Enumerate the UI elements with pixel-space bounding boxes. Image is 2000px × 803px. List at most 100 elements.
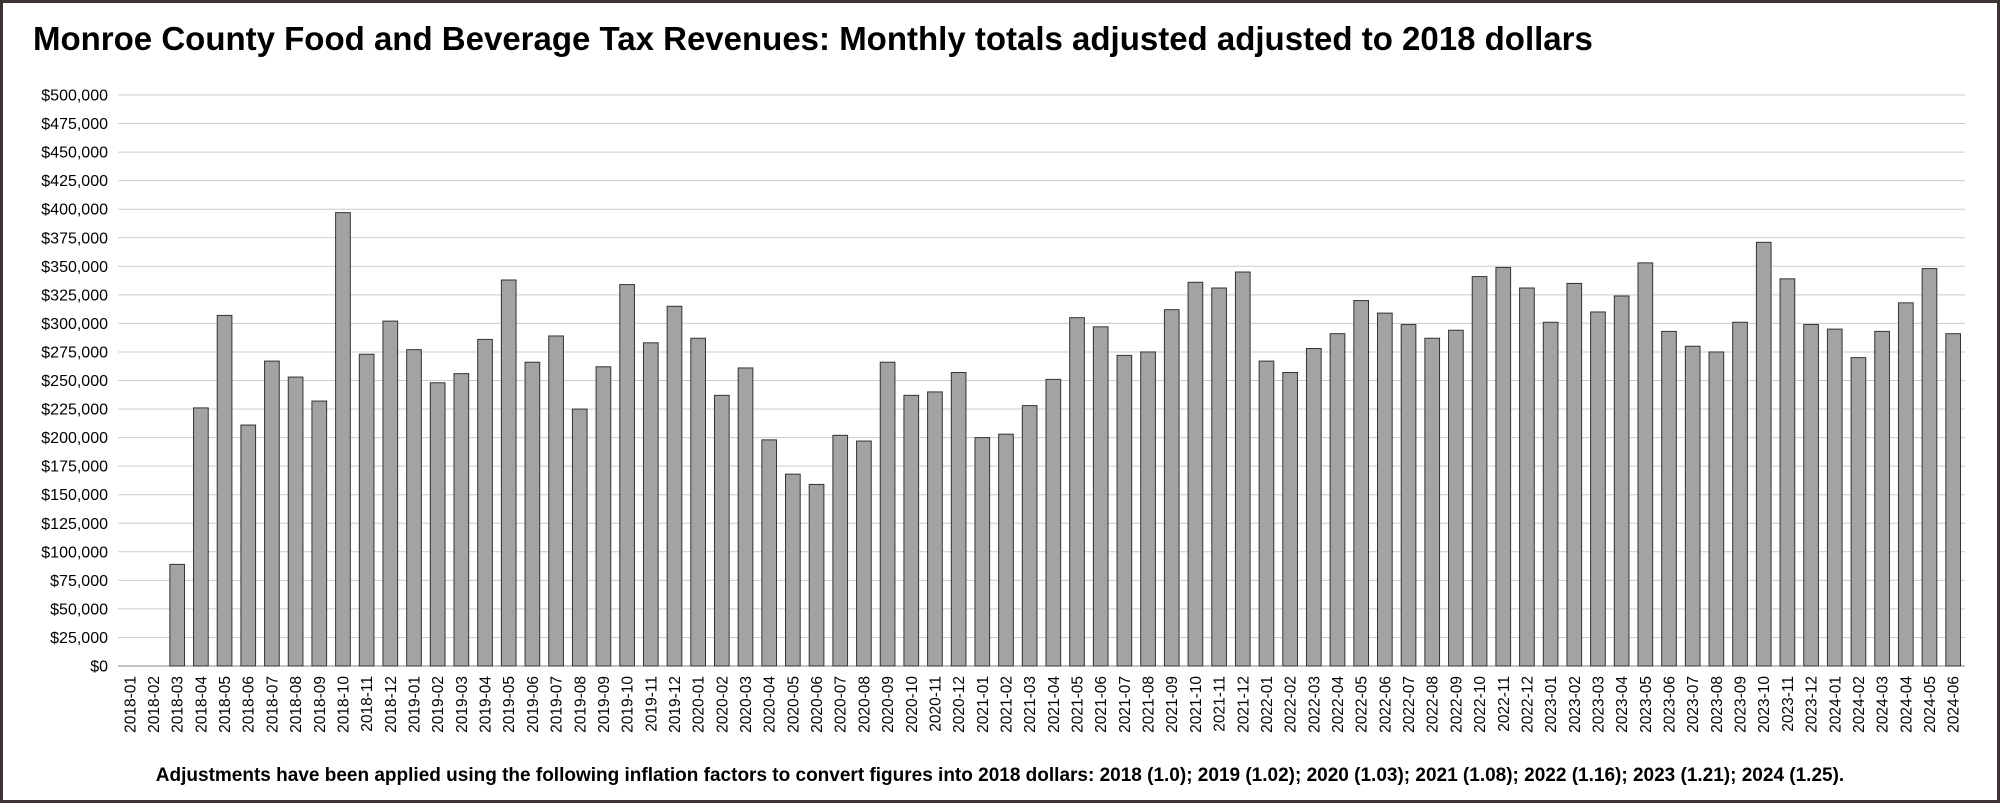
x-tick-label: 2020-06: [809, 676, 826, 733]
y-tick-label: $125,000: [41, 516, 108, 533]
bar: [335, 212, 351, 667]
x-tick-label: 2020-05: [785, 676, 802, 733]
x-tick-label: 2019-06: [525, 676, 542, 733]
bar: [1329, 333, 1346, 667]
x-tick-label: 2019-03: [454, 676, 471, 733]
y-tick-label: $325,000: [41, 287, 108, 304]
bar: [974, 437, 991, 667]
bar: [998, 433, 1014, 667]
bar: [903, 394, 920, 667]
x-tick-label: 2018-02: [146, 676, 163, 733]
x-tick-label: 2019-11: [643, 676, 660, 732]
bar: [382, 320, 399, 667]
bar: [1353, 300, 1370, 667]
bar: [1590, 311, 1606, 667]
x-tick-label: 2020-09: [880, 676, 897, 733]
bar: [264, 360, 280, 667]
bar: [785, 473, 801, 667]
x-tick-label: 2020-03: [738, 676, 755, 733]
x-tick-label: 2023-09: [1733, 676, 1750, 733]
x-tick-label: 2024-02: [1851, 676, 1868, 733]
x-tick-label: 2023-06: [1662, 676, 1679, 733]
bar: [311, 400, 328, 667]
bar: [1732, 321, 1748, 667]
x-tick-label: 2021-05: [1070, 676, 1087, 733]
bar: [1258, 360, 1275, 667]
y-tick-label: $25,000: [50, 630, 108, 647]
bar: [1495, 266, 1512, 667]
bar: [619, 284, 635, 667]
bar: [879, 361, 896, 667]
bar: [1092, 326, 1109, 667]
bar: [358, 353, 375, 667]
bar: [642, 342, 659, 667]
x-tick-label: 2020-12: [951, 676, 968, 733]
x-tick-label: 2024-01: [1827, 676, 1844, 733]
x-tick-label: 2018-10: [335, 676, 352, 733]
x-tick-label: 2019-10: [620, 676, 637, 733]
y-tick-label: $50,000: [50, 601, 108, 618]
bar: [1211, 287, 1227, 667]
bar: [1424, 337, 1441, 667]
chart-footnote: Adjustments have been applied using the …: [155, 765, 1845, 786]
bar: [240, 424, 257, 667]
x-tick-label: 2022-04: [1330, 676, 1347, 733]
bar: [1661, 330, 1677, 667]
bar: [927, 391, 943, 667]
bar: [737, 367, 754, 667]
x-tick-label: 2018-05: [217, 676, 234, 733]
x-tick-label: 2021-03: [1022, 676, 1039, 733]
bar: [1377, 312, 1393, 667]
bar: [500, 279, 517, 667]
bar: [1021, 405, 1038, 667]
x-tick-label: 2022-11: [1496, 676, 1513, 732]
bar: [1471, 276, 1488, 667]
chart-title: Monroe County Food and Beverage Tax Reve…: [33, 20, 1593, 57]
x-tick-label: 2021-07: [1117, 676, 1134, 733]
x-tick-label: 2023-08: [1709, 676, 1726, 733]
x-tick-label: 2022-10: [1472, 676, 1489, 733]
bar: [832, 434, 849, 667]
y-tick-label: $225,000: [41, 402, 108, 419]
x-tick-label: 2023-10: [1756, 676, 1773, 733]
x-tick-label: 2021-10: [1188, 676, 1205, 733]
x-tick-label: 2018-09: [312, 676, 329, 733]
x-tick-label: 2022-08: [1425, 676, 1442, 733]
x-tick-label: 2021-04: [1046, 676, 1063, 733]
x-tick-label: 2018-11: [359, 676, 376, 732]
x-tick-label: 2022-05: [1354, 676, 1371, 733]
x-tick-label: 2023-03: [1590, 676, 1607, 733]
x-tick-label: 2018-03: [170, 676, 187, 733]
bar: [1755, 241, 1772, 667]
y-tick-label: $75,000: [50, 573, 108, 590]
bar: [287, 376, 304, 667]
bar: [595, 366, 612, 667]
bar: [1945, 333, 1962, 667]
y-tick-label: $200,000: [41, 430, 108, 447]
bar: [548, 335, 564, 667]
x-tick-label: 2018-07: [264, 676, 281, 733]
bar: [169, 563, 186, 667]
x-tick-label: 2019-05: [501, 676, 518, 733]
x-tick-label: 2018-04: [193, 676, 210, 733]
x-tick-label: 2021-12: [1235, 676, 1252, 733]
bar: [1542, 321, 1559, 667]
x-tick-label: 2021-11: [1212, 676, 1229, 732]
bar: [690, 337, 706, 667]
x-tick-label: 2023-11: [1780, 676, 1797, 732]
bar: [1637, 262, 1654, 667]
bar: [1850, 357, 1867, 667]
x-tick-label: 2020-04: [762, 676, 779, 733]
bar: [1566, 282, 1583, 667]
x-tick-label: 2022-07: [1401, 676, 1418, 733]
x-tick-label: 2018-01: [122, 676, 139, 733]
x-tick-label: 2019-12: [667, 676, 684, 733]
x-tick-label: 2023-01: [1543, 676, 1560, 733]
x-tick-label: 2019-08: [572, 676, 589, 733]
bar: [761, 439, 778, 667]
bar: [950, 372, 967, 667]
bar: [1140, 351, 1156, 667]
bar: [524, 361, 541, 667]
x-tick-label: 2022-09: [1448, 676, 1465, 733]
